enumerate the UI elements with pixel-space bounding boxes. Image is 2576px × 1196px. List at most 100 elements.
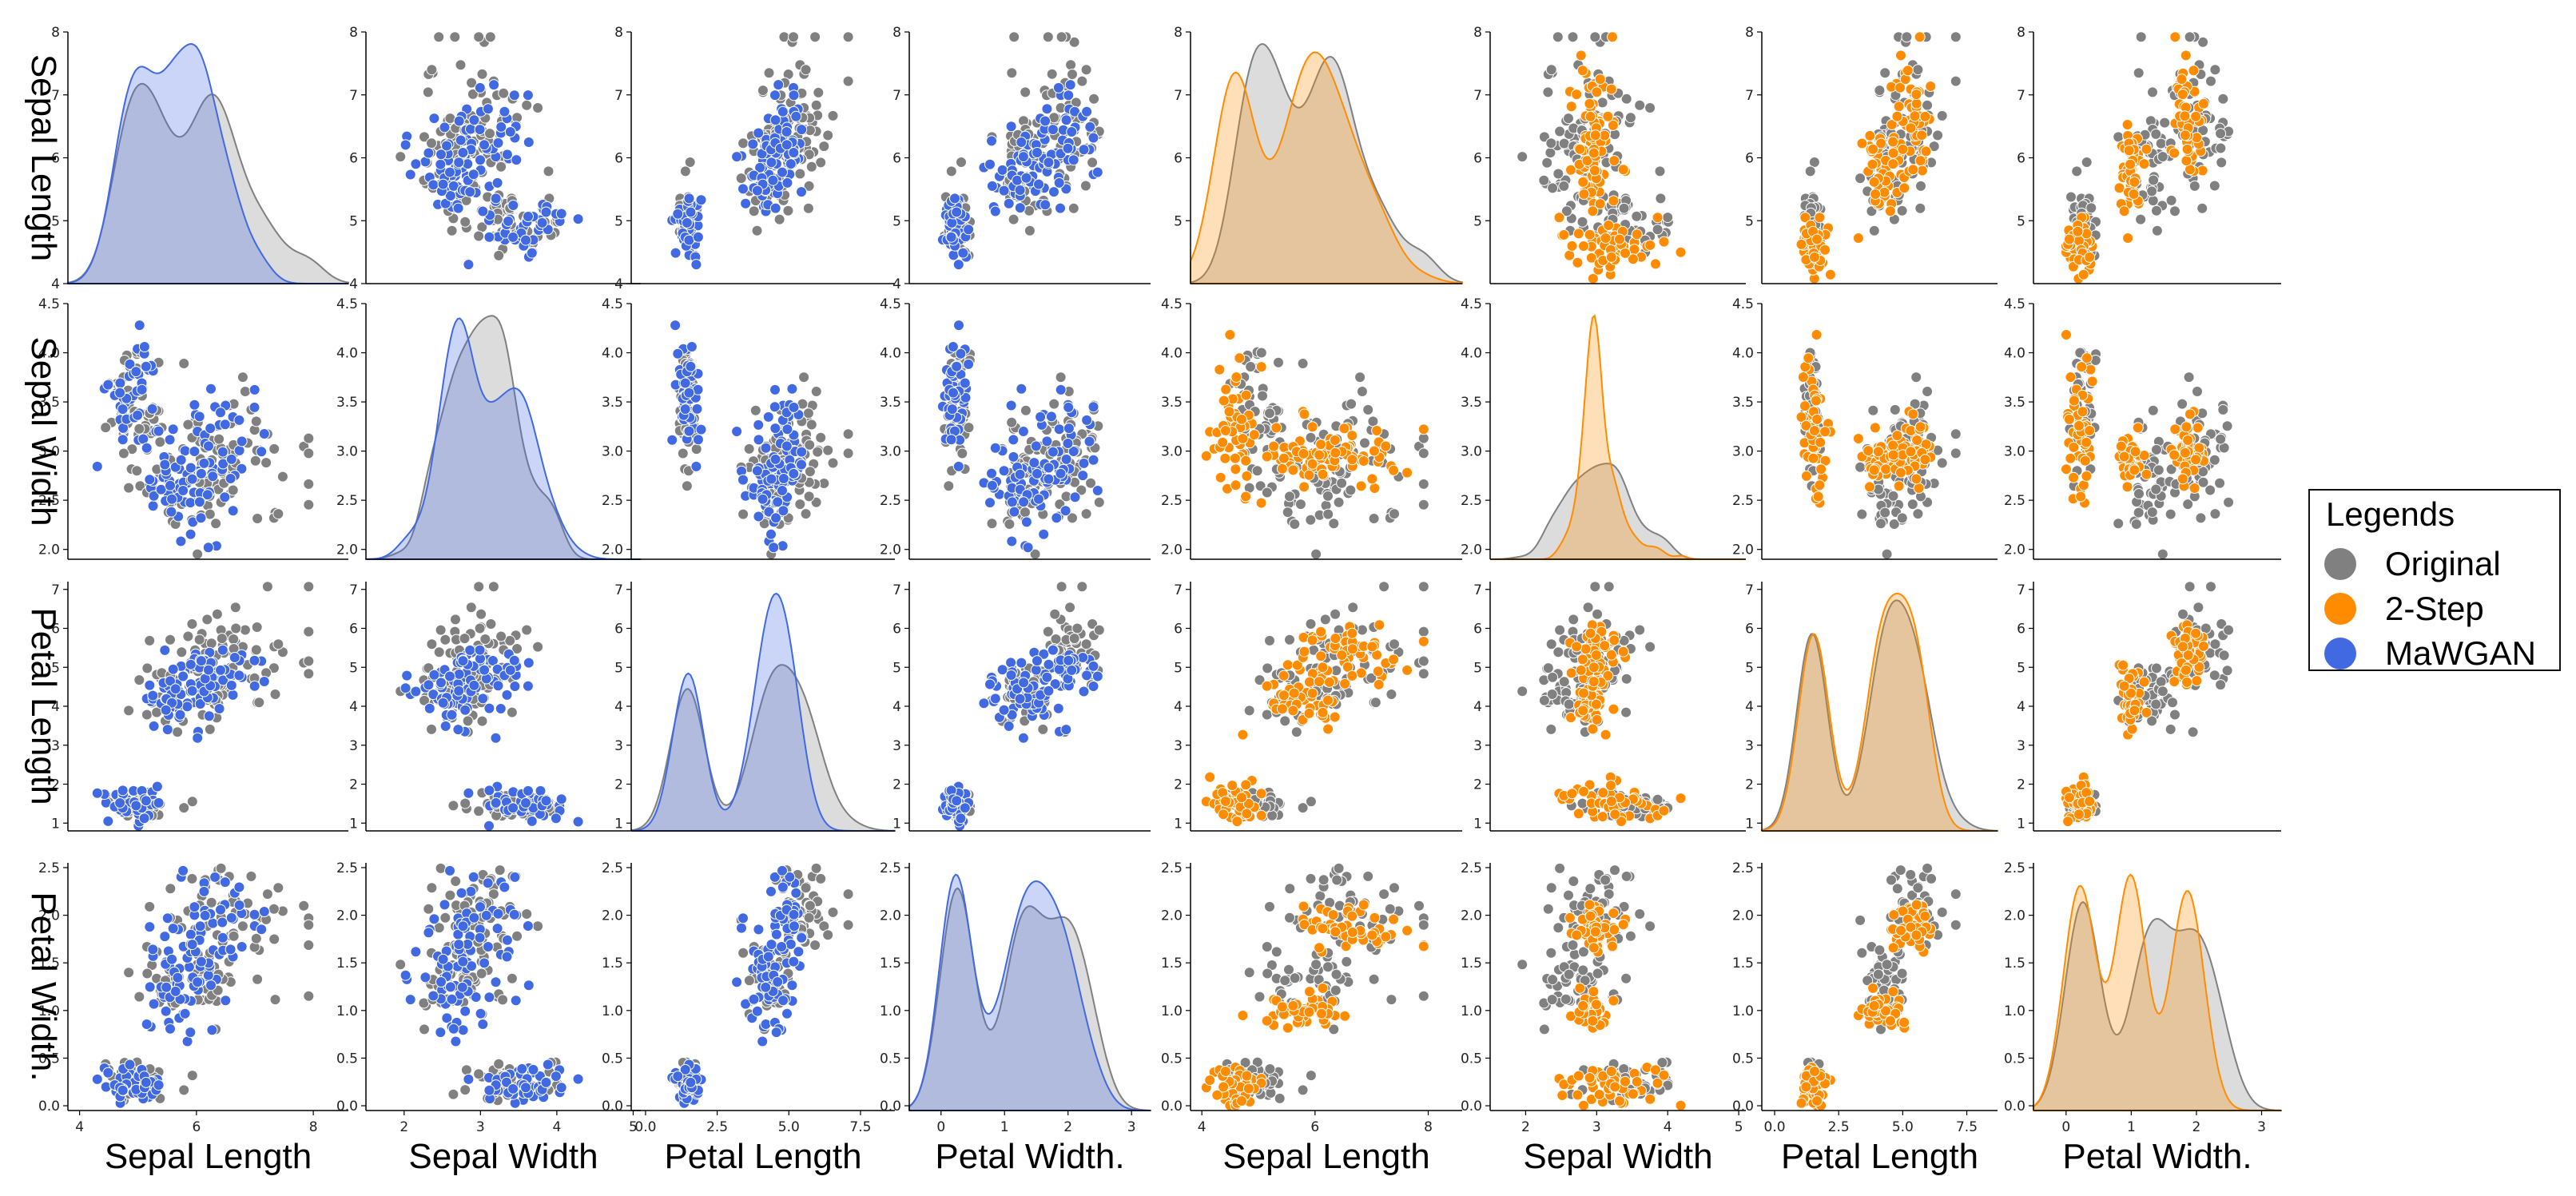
point-2step [2122, 232, 2134, 244]
point-2step [1229, 452, 1241, 464]
point-original [422, 86, 434, 98]
point-mawgan [947, 341, 959, 352]
point-mawgan [1016, 657, 1028, 669]
point-original [1389, 508, 1400, 520]
kde-2step [1190, 51, 1463, 284]
point-mawgan [1052, 81, 1064, 93]
point-original [117, 447, 129, 459]
point-2step [2128, 189, 2140, 200]
point-mawgan [949, 193, 960, 205]
point-2step [1920, 145, 1932, 157]
point-original [141, 709, 153, 721]
point-mawgan [963, 358, 975, 370]
point-mawgan [455, 887, 467, 899]
point-original [252, 513, 264, 524]
point-2step [2176, 74, 2188, 85]
point-original [2165, 194, 2177, 206]
point-original [1618, 202, 1630, 214]
point-original [2205, 75, 2216, 87]
point-original [810, 862, 822, 874]
point-mawgan [439, 899, 451, 911]
point-mawgan [189, 446, 201, 457]
point-mawgan [159, 459, 171, 471]
point-mawgan [203, 664, 214, 676]
point-mawgan [410, 158, 422, 170]
x-tick-label: 5.0 [778, 1119, 800, 1135]
point-mawgan [404, 994, 416, 1006]
point-mawgan [144, 474, 156, 486]
point-2step [1575, 50, 1587, 62]
point-mawgan [499, 105, 511, 117]
x-tick-label: 8 [309, 1119, 318, 1135]
point-mawgan [205, 979, 217, 991]
point-mawgan [520, 1082, 531, 1094]
point-original [822, 129, 834, 141]
point-original [1042, 626, 1054, 638]
point-original [493, 249, 505, 261]
point-mawgan [737, 474, 749, 486]
point-mawgan [172, 972, 184, 983]
point-mawgan [159, 644, 171, 656]
point-original [435, 862, 447, 874]
point-mawgan [165, 479, 176, 491]
point-mawgan [457, 147, 469, 158]
point-2step [1578, 240, 1589, 252]
point-original [963, 422, 975, 434]
x-tick-label: 3 [476, 1119, 485, 1135]
point-mawgan [1063, 89, 1075, 101]
point-mawgan [1043, 658, 1055, 670]
point-original [303, 626, 315, 638]
point-original [433, 31, 445, 43]
point-original [230, 622, 242, 634]
point-original [268, 443, 280, 455]
point-2step [1553, 212, 1565, 224]
subplot-p0-r1-c1: 2.02.53.03.54.04.5 [336, 296, 641, 560]
point-mawgan [508, 908, 520, 920]
point-original [133, 423, 145, 435]
point-mawgan [169, 683, 181, 695]
point-mawgan [213, 703, 225, 714]
point-mawgan [788, 956, 800, 968]
point-mawgan [439, 720, 451, 732]
point-mawgan [186, 473, 198, 485]
point-mawgan [731, 976, 743, 988]
point-mawgan [225, 679, 237, 691]
y-tick-label: 6 [349, 151, 358, 167]
point-original [1076, 581, 1088, 593]
point-mawgan [400, 139, 411, 151]
kde-original [67, 82, 349, 284]
point-mawgan [1081, 414, 1093, 426]
point-mawgan [463, 1073, 475, 1085]
point-mawgan [1045, 411, 1057, 423]
point-mawgan [747, 138, 759, 150]
point-original [435, 624, 447, 636]
point-mawgan [984, 497, 996, 509]
point-mawgan [195, 467, 207, 479]
point-mawgan [1008, 506, 1020, 518]
point-mawgan [198, 885, 210, 897]
y-tick-label: 1.0 [880, 1003, 901, 1019]
point-2step [1887, 136, 1899, 148]
point-original [805, 161, 817, 173]
point-mawgan [536, 217, 548, 228]
point-mawgan [957, 247, 969, 259]
point-mawgan [776, 941, 788, 952]
y-tick-label: 2.0 [38, 542, 60, 558]
y-tick-label: 2.5 [602, 493, 623, 509]
y-tick-label: 6 [349, 622, 358, 638]
y-tick-label: 6 [1745, 151, 1754, 167]
point-original [144, 634, 156, 646]
subplot-p0-r3-c2: 0.00.51.01.52.02.50.0 2.5 5.0 7.5 [602, 860, 895, 1135]
point-original [426, 882, 438, 894]
point-mawgan [475, 1007, 487, 1019]
point-mawgan [777, 105, 789, 117]
point-original [543, 165, 555, 177]
point-original [237, 372, 248, 383]
point-mawgan [181, 701, 193, 713]
point-mawgan [952, 259, 964, 271]
point-mawgan [777, 864, 788, 876]
point-original [484, 128, 495, 140]
point-original [473, 805, 485, 817]
point-mawgan [205, 383, 217, 395]
point-original [123, 705, 135, 717]
